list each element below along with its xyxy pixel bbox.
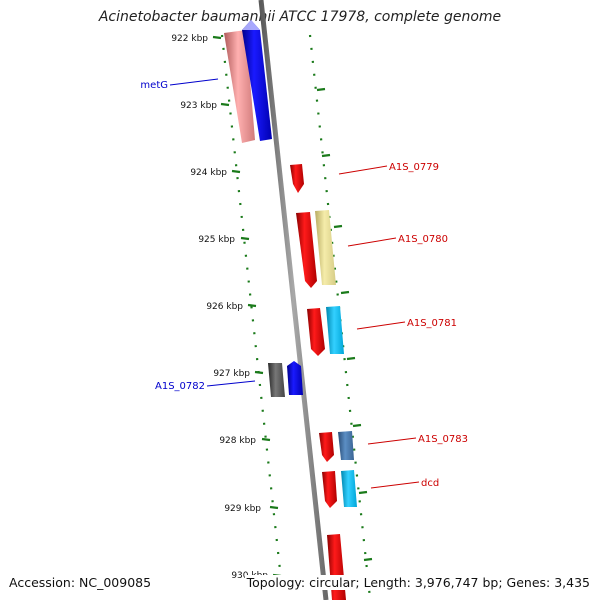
tick-label-922: 922 kbp (171, 34, 208, 44)
tick-label-926: 926 kbp (206, 302, 243, 312)
dcd-feature[interactable] (322, 470, 357, 508)
accession-text: Accession: NC_009085 (7, 575, 154, 590)
next-gene-feature[interactable] (327, 534, 346, 600)
gene-label-A1S_0782: A1S_0782 (155, 381, 205, 392)
gene-labels: metG A1S_0779 A1S_0780 A1S_0781 A1S_0782… (140, 80, 468, 489)
tick-label-923: 923 kbp (180, 101, 217, 111)
tick-label-927: 927 kbp (213, 369, 250, 379)
A1S_0780-feature[interactable] (296, 210, 336, 288)
gene-label-A1S_0781: A1S_0781 (407, 318, 457, 329)
tick-label-924: 924 kbp (190, 168, 227, 178)
genome-backbone (258, 0, 329, 600)
gene-label-A1S_0783: A1S_0783 (418, 434, 468, 445)
topology-text: Topology: circular; Length: 3,976,747 bp… (244, 575, 592, 590)
tick-label-929: 929 kbp (224, 504, 261, 514)
ruler-tick-labels: 922 kbp 923 kbp 924 kbp 925 kbp 926 kbp … (171, 34, 268, 581)
A1S_0781-feature[interactable] (307, 306, 344, 356)
gene-label-A1S_0780: A1S_0780 (398, 234, 448, 245)
metG-feature[interactable] (224, 20, 272, 143)
tick-label-925: 925 kbp (198, 235, 235, 245)
gene-label-dcd: dcd (421, 478, 439, 489)
gene-label-A1S_0779: A1S_0779 (389, 162, 439, 173)
genome-title: Acinetobacter baumannii ATCC 17978, comp… (98, 9, 502, 25)
gene-label-metG: metG (140, 80, 168, 91)
A1S_0782-feature[interactable] (268, 361, 303, 397)
tick-label-928: 928 kbp (219, 436, 256, 446)
A1S_0779-feature[interactable] (290, 164, 304, 193)
A1S_0783-feature[interactable] (319, 431, 354, 462)
gene-callout-lines (169, 78, 420, 489)
